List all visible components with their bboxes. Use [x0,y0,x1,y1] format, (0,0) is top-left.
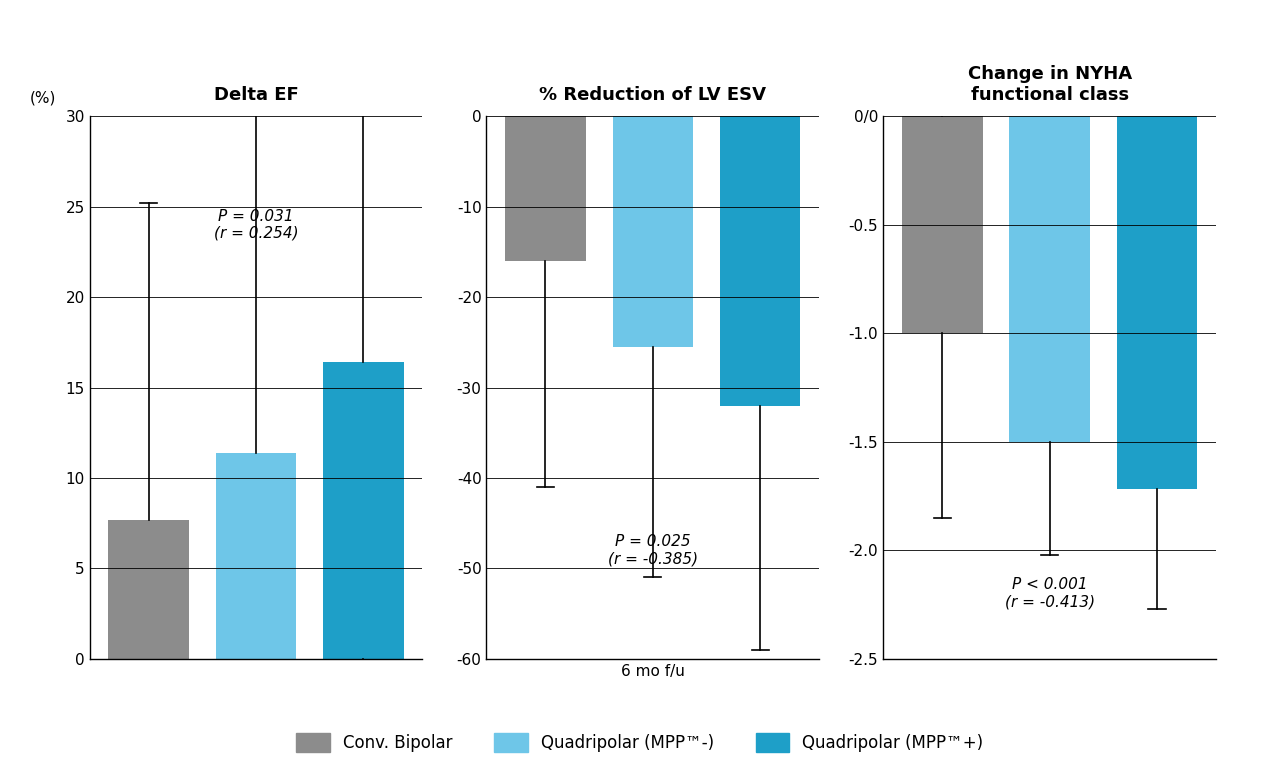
Text: P < 0.001
(r = -0.413): P < 0.001 (r = -0.413) [1005,577,1094,610]
Text: (%): (%) [29,91,56,105]
Bar [719,116,800,405]
Text: P = 0.025
(r = -0.385): P = 0.025 (r = -0.385) [608,534,698,567]
Legend: Conv. Bipolar, Quadripolar (MPP™-), Quadripolar (MPP™+): Conv. Bipolar, Quadripolar (MPP™-), Quad… [289,726,991,759]
Bar [902,116,983,333]
Bar [216,453,296,659]
Bar [1116,116,1197,490]
Text: P = 0.031
(r = 0.254): P = 0.031 (r = 0.254) [214,208,298,241]
X-axis label: 6 mo f/u: 6 mo f/u [621,664,685,680]
Bar [109,519,189,659]
Title: Change in NYHA
functional class: Change in NYHA functional class [968,65,1132,104]
Title: Delta EF: Delta EF [214,85,298,104]
Bar [1010,116,1089,442]
Bar [613,116,692,347]
Bar [323,362,403,659]
Bar [506,116,586,261]
Title: % Reduction of LV ESV: % Reduction of LV ESV [539,85,767,104]
